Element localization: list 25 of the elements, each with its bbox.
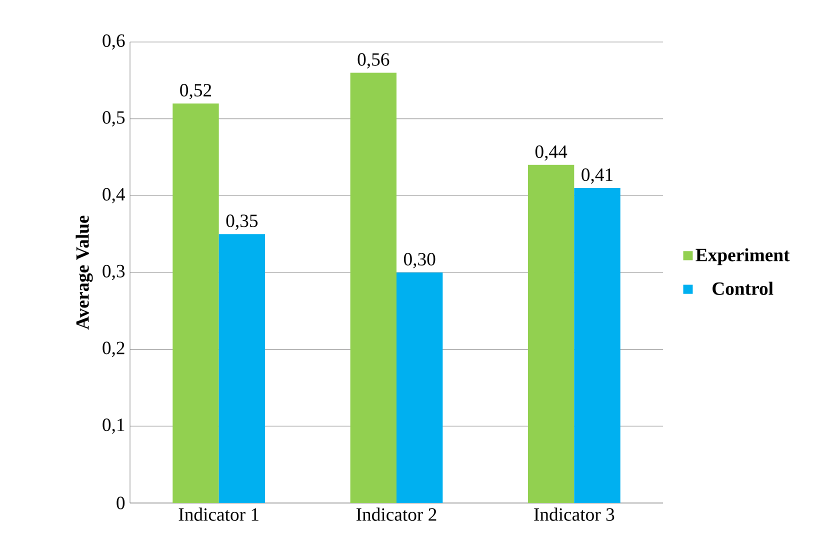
y-axis-title: Average Value bbox=[76, 216, 93, 330]
y-tick-label: 0,2 bbox=[102, 342, 124, 357]
data-label: 0,56 bbox=[358, 53, 390, 68]
bar bbox=[350, 72, 396, 503]
bar bbox=[218, 234, 266, 503]
x-tick-label: Indicator 1 bbox=[178, 508, 258, 521]
data-label: 0,41 bbox=[582, 168, 612, 184]
legend-label: Control bbox=[712, 282, 774, 295]
x-tick-label: Indicator 3 bbox=[534, 508, 614, 521]
bar bbox=[396, 272, 443, 503]
y-tick-label: 0,6 bbox=[102, 34, 125, 50]
data-label: 0,44 bbox=[535, 145, 568, 161]
bar bbox=[574, 188, 620, 503]
data-label: 0,35 bbox=[226, 214, 258, 230]
y-tick-label: 0,1 bbox=[102, 418, 124, 434]
y-tick-label: 0,5 bbox=[102, 111, 125, 126]
bar bbox=[172, 103, 219, 503]
data-label: 0,30 bbox=[404, 252, 436, 268]
y-tick-label: 0,4 bbox=[102, 188, 126, 204]
y-tick-label: 0,3 bbox=[102, 264, 125, 280]
x-tick-label: Indicator 2 bbox=[356, 508, 436, 521]
y-tick-label: 0 bbox=[116, 496, 125, 510]
legend-label: Experiment bbox=[696, 248, 790, 266]
data-label: 0,52 bbox=[180, 84, 212, 100]
bar bbox=[528, 164, 574, 503]
